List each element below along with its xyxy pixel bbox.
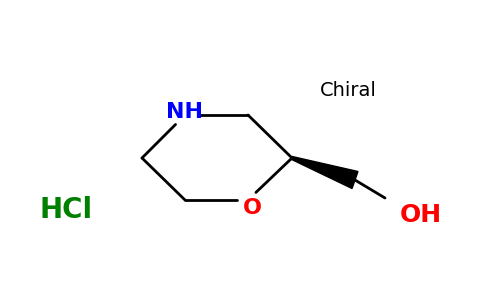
Text: OH: OH xyxy=(400,203,442,227)
Text: HCl: HCl xyxy=(40,196,93,224)
Polygon shape xyxy=(291,157,358,188)
Text: Chiral: Chiral xyxy=(320,80,377,100)
Text: NH: NH xyxy=(166,102,203,122)
Text: O: O xyxy=(242,198,261,218)
